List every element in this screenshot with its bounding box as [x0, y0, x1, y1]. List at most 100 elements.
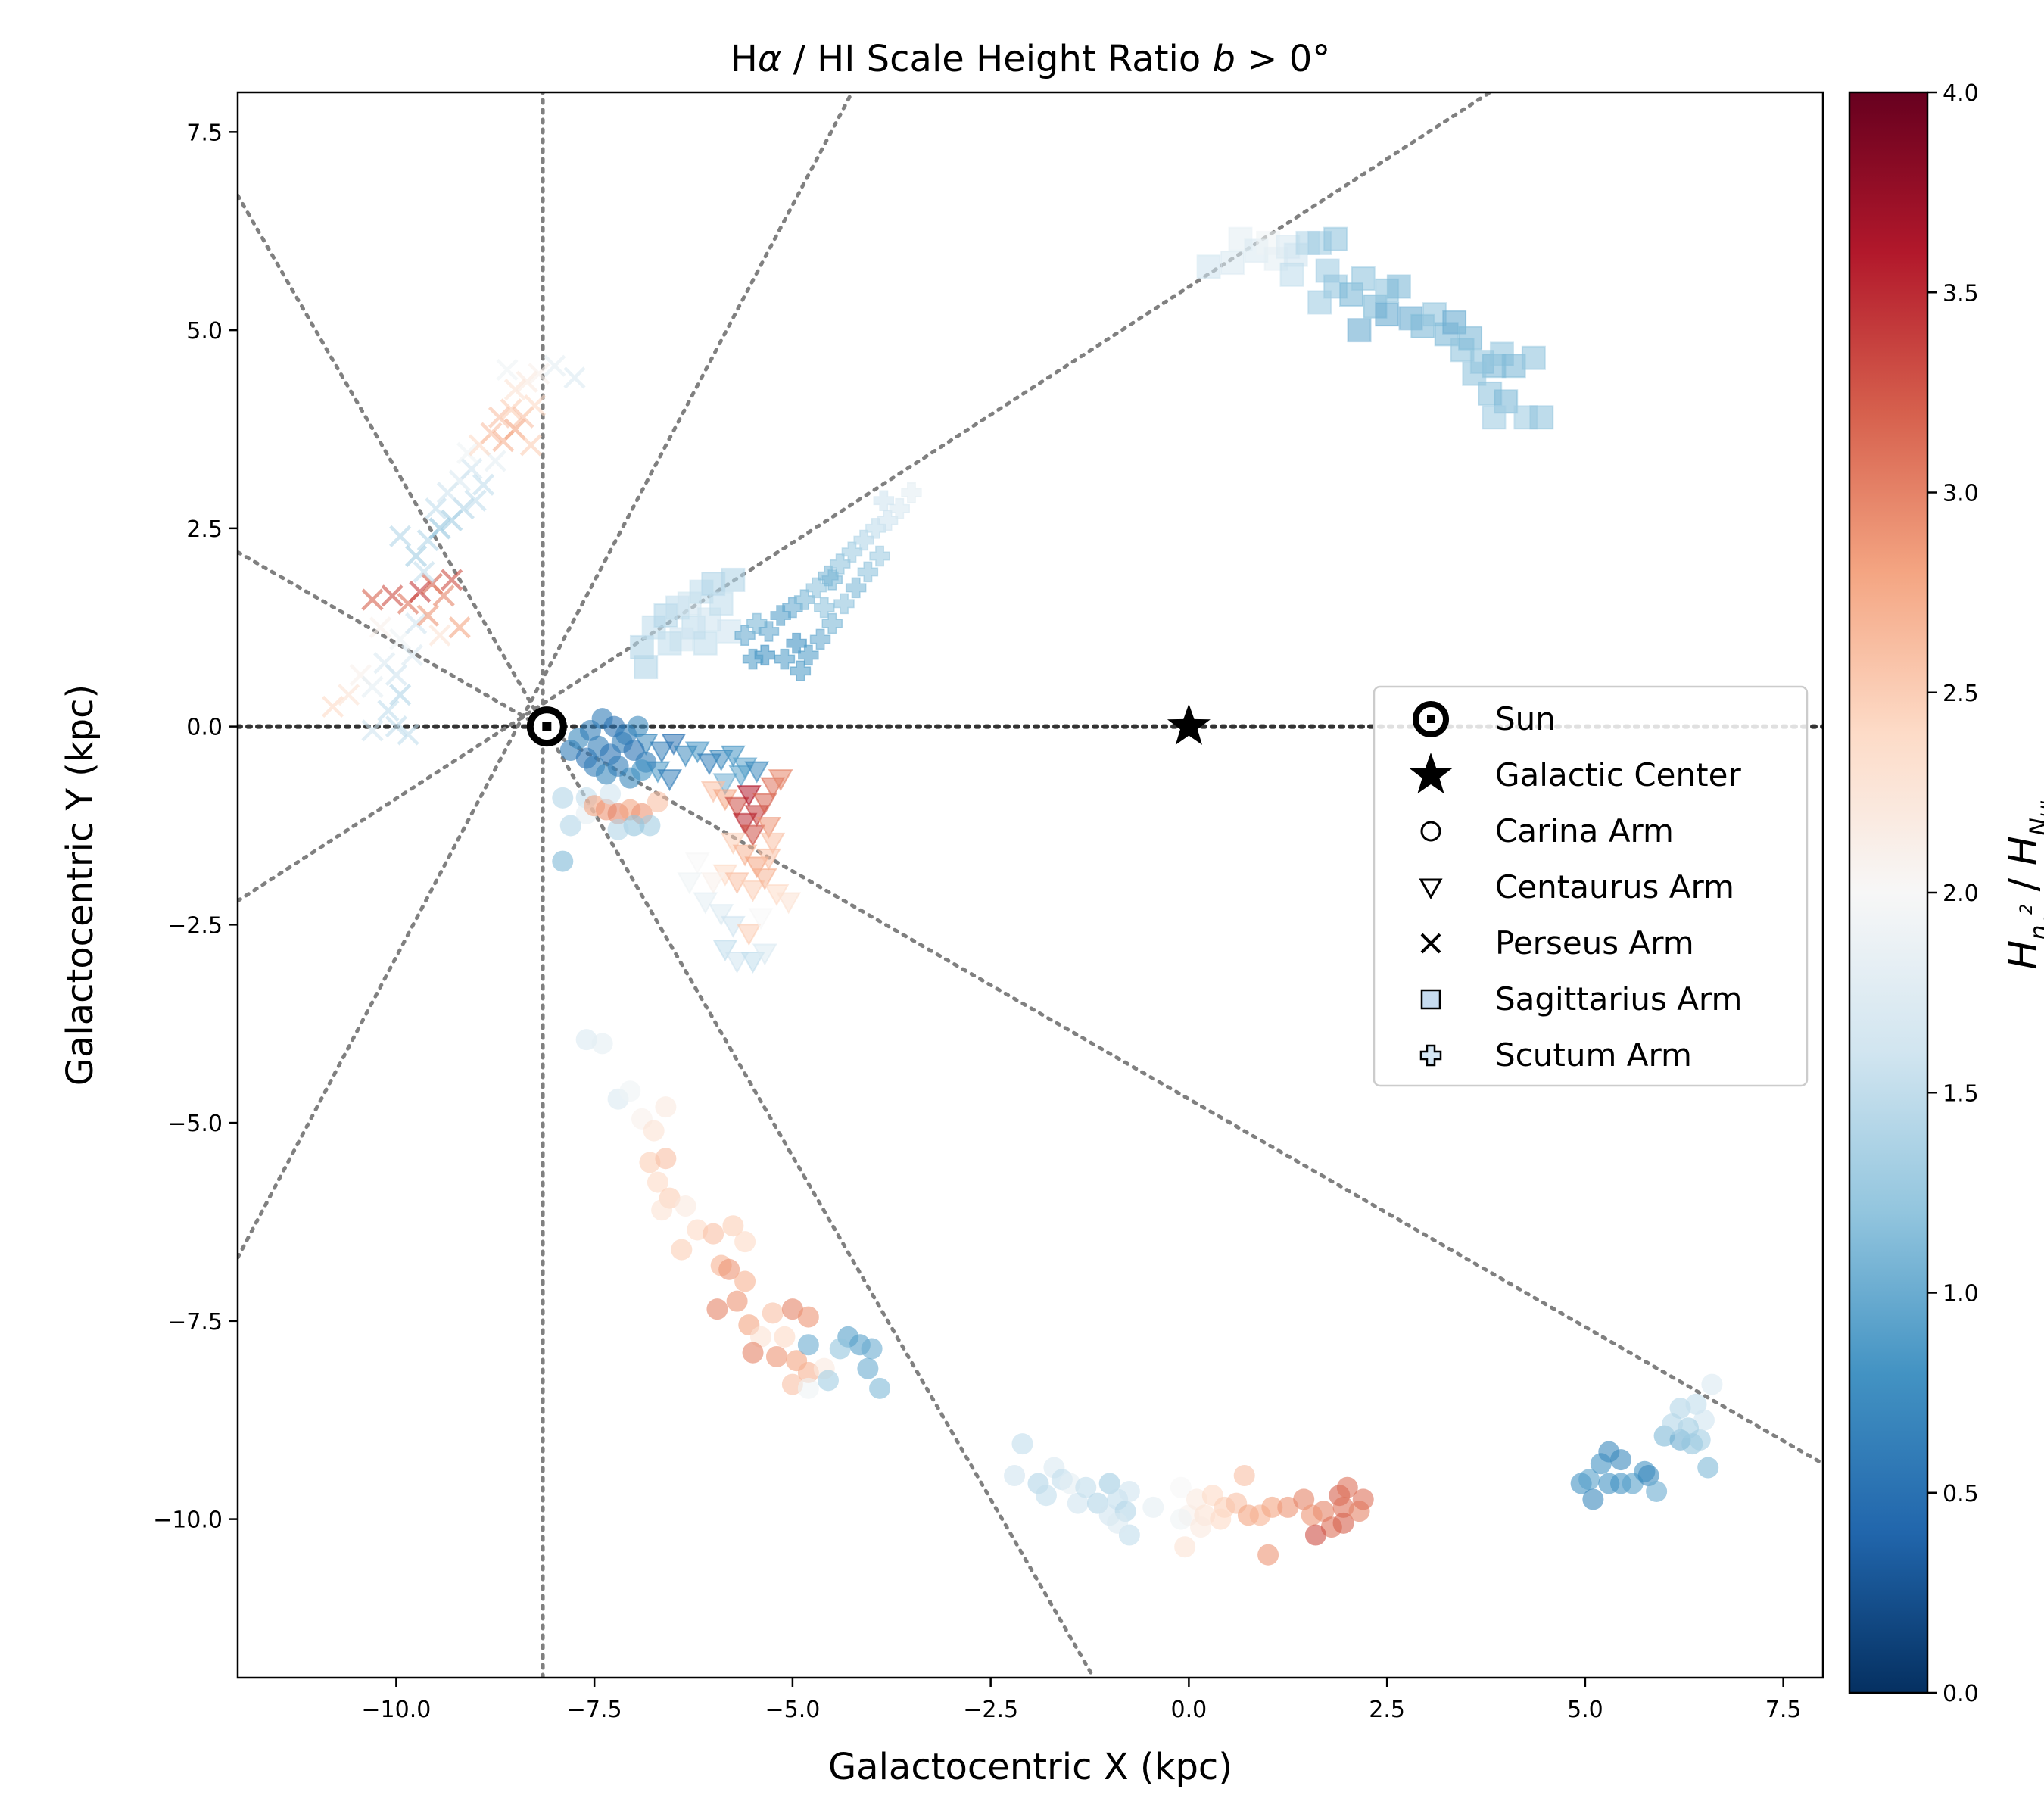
data-point [748, 908, 774, 930]
data-point [877, 510, 899, 531]
legend-item-sagittarius-arm: Sagittarius Arm [1420, 980, 1742, 1018]
circle-icon [1420, 821, 1441, 842]
legend-label: Centaurus Arm [1495, 868, 1734, 905]
data-point [389, 684, 412, 706]
reference-points [526, 703, 1211, 747]
x-tick-label: 5.0 [1567, 1697, 1603, 1723]
y-tick-label: 0.0 [186, 715, 223, 741]
data-point [661, 734, 687, 756]
data-point [1210, 1508, 1232, 1530]
colorbar-tick-label: 2.0 [1943, 880, 1979, 907]
y-tick-label: 5.0 [186, 318, 223, 344]
data-point [1458, 326, 1483, 351]
data-point [591, 1033, 613, 1055]
data-point [322, 695, 344, 718]
series-sagittarius-arm [629, 226, 1554, 680]
x-tick-label: 7.5 [1765, 1697, 1802, 1723]
data-point [464, 489, 487, 512]
y-tick-label: −2.5 [167, 912, 223, 939]
x-tick-label: 0.0 [1171, 1697, 1207, 1723]
legend-item-galactic-center: Galactic Center [1409, 753, 1741, 794]
x-axis-ticks: −10.0 −7.5 −5.0 −2.5 0.0 2.5 5.0 7.5 [361, 1678, 1802, 1723]
data-point [762, 1302, 784, 1324]
data-point [684, 852, 710, 875]
legend-label: Carina Arm [1495, 812, 1674, 849]
x-tick-label: −10.0 [361, 1697, 431, 1723]
data-point [1386, 274, 1411, 299]
data-point [1170, 1476, 1192, 1498]
data-point [369, 616, 392, 639]
data-point [1261, 1496, 1283, 1518]
galactic-center-marker [1167, 703, 1211, 745]
data-point [829, 553, 851, 575]
data-point [657, 769, 683, 792]
data-point [845, 577, 867, 599]
plus-icon [1419, 1044, 1442, 1067]
colorbar-tick-label: 3.5 [1943, 280, 1979, 307]
data-point [744, 761, 770, 784]
data-point [722, 1215, 744, 1237]
data-point [1489, 341, 1514, 366]
data-point [1233, 1465, 1255, 1487]
data-point [516, 370, 538, 393]
colorbar-tick-label: 1.5 [1943, 1080, 1979, 1107]
data-point [413, 560, 435, 584]
data-point [797, 1361, 819, 1383]
data-point [1582, 1488, 1604, 1510]
data-point [1375, 302, 1400, 327]
data-point [651, 1199, 673, 1221]
legend-item-scutum-arm: Scutum Arm [1419, 1036, 1692, 1074]
data-point [575, 1029, 597, 1051]
data-point [1257, 1544, 1279, 1566]
data-point [404, 612, 428, 635]
data-point [559, 815, 581, 837]
data-point [1347, 318, 1372, 343]
data-point [1098, 1473, 1120, 1494]
data-point [873, 490, 895, 511]
data-point [647, 1171, 668, 1193]
colorbar-tick-label: 3.0 [1943, 481, 1979, 507]
data-point [643, 1120, 665, 1142]
data-point [720, 745, 746, 768]
data-point [721, 567, 746, 592]
data-point [389, 525, 412, 547]
legend: Sun Galactic Center Carina Arm Centaurus Ar… [1373, 685, 1809, 1087]
data-point [687, 1219, 709, 1241]
y-tick-label: 7.5 [186, 120, 223, 146]
data-point [647, 791, 668, 813]
colorbar-tick-label: 1.0 [1943, 1281, 1979, 1307]
data-point [752, 793, 777, 815]
data-point [765, 1345, 787, 1367]
data-point [693, 631, 718, 656]
data-point [655, 1096, 677, 1118]
data-point [700, 872, 726, 895]
data-point [1004, 1465, 1026, 1487]
scatter-points [322, 226, 1723, 1566]
legend-item-centaurus-arm: Centaurus Arm [1419, 868, 1734, 905]
data-point [579, 719, 601, 741]
data-point [416, 604, 439, 627]
data-point [544, 354, 566, 377]
data-point [552, 787, 574, 809]
plot-frame [236, 91, 1824, 1679]
data-point [1462, 361, 1487, 386]
data-point [361, 719, 384, 742]
data-point [649, 741, 675, 764]
data-point [768, 769, 793, 792]
legend-label: Sagittarius Arm [1495, 980, 1742, 1018]
data-point [1332, 1496, 1354, 1518]
data-point [480, 422, 503, 444]
data-point [400, 644, 423, 666]
data-point [1142, 1496, 1164, 1518]
data-point [361, 675, 384, 698]
data-point [869, 1377, 891, 1399]
legend-item-perseus-arm: Perseus Arm [1420, 924, 1694, 961]
y-axis-label: Galactocentric Y (kpc) [59, 684, 101, 1086]
data-point [1529, 405, 1554, 430]
data-point [441, 569, 463, 591]
data-point [857, 1357, 879, 1379]
data-point [1336, 1476, 1358, 1498]
data-point [1059, 1473, 1081, 1494]
data-point [397, 723, 419, 746]
data-point [829, 1338, 851, 1360]
